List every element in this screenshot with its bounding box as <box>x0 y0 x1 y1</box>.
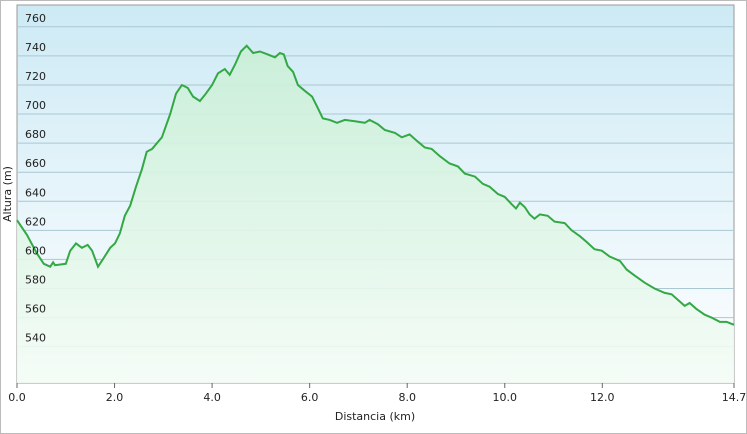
y-tick-label: 560 <box>25 303 46 316</box>
x-tick-label: 0.0 <box>8 391 26 404</box>
y-axis-label: Altura (m) <box>1 166 14 222</box>
y-tick-label: 760 <box>25 12 46 25</box>
y-tick-label: 580 <box>25 274 46 287</box>
x-tick-label: 10.0 <box>493 391 518 404</box>
y-tick-label: 660 <box>25 157 46 170</box>
area-fill <box>17 45 734 383</box>
x-axis-label: Distancia (km) <box>335 410 415 423</box>
y-tick-label: 700 <box>25 99 46 112</box>
y-tick-label: 680 <box>25 128 46 141</box>
y-tick-label: 640 <box>25 186 46 199</box>
y-tick-label: 620 <box>25 215 46 228</box>
line <box>16 44 735 326</box>
x-tick-label: 8.0 <box>398 391 416 404</box>
x-tick-label: 2.0 <box>106 391 124 404</box>
y-tick-label: 540 <box>25 332 46 345</box>
y-tick-label: 600 <box>25 244 46 257</box>
x-tick-label: 6.0 <box>301 391 319 404</box>
x-tick-label: 14.7 <box>722 391 747 404</box>
x-tick-label: 12.0 <box>590 391 615 404</box>
y-tick-label: 740 <box>25 41 46 54</box>
x-tick-label: 4.0 <box>203 391 221 404</box>
y-tick-label: 720 <box>25 70 46 83</box>
